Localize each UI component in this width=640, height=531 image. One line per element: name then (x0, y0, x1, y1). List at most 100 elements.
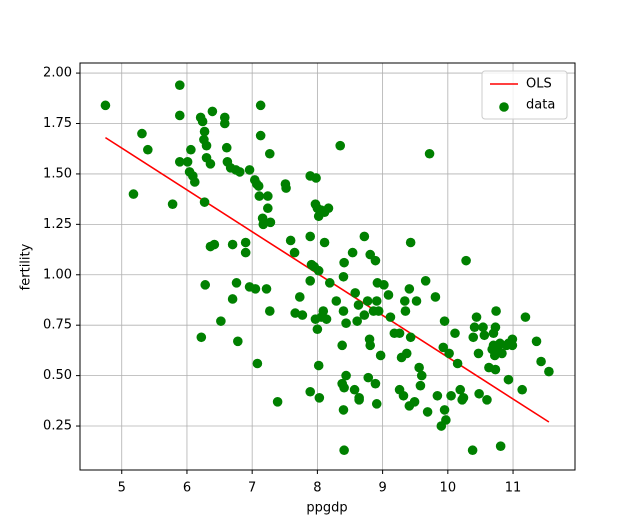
data-point (341, 318, 351, 328)
y-tick-label: 1.50 (43, 166, 72, 181)
data-point (128, 189, 139, 199)
x-tick-label: 8 (313, 481, 321, 496)
data-point (461, 255, 471, 266)
data-point (199, 126, 210, 137)
data-point (469, 322, 480, 333)
data-point (415, 380, 426, 391)
data-point (495, 441, 506, 452)
data-point (255, 100, 266, 111)
data-point (370, 378, 381, 389)
x-tick-label: 10 (440, 481, 457, 496)
data-point (491, 306, 501, 316)
y-tick-label: 2.00 (43, 66, 72, 81)
data-point (338, 405, 349, 415)
data-point (338, 271, 349, 282)
data-point (186, 144, 196, 155)
data-point (199, 197, 210, 207)
data-point (471, 312, 482, 322)
data-point (350, 288, 361, 298)
data-point (531, 336, 542, 347)
data-point (174, 110, 185, 121)
data-point (264, 306, 275, 316)
data-point (467, 445, 478, 456)
data-point (370, 255, 381, 266)
data-point (441, 415, 451, 425)
data-point (189, 177, 200, 187)
y-axis-label: fertility (19, 243, 34, 290)
data-point (362, 296, 373, 306)
data-point (347, 247, 358, 258)
legend-label: OLS (526, 77, 552, 92)
data-point (438, 342, 449, 353)
data-point (497, 348, 507, 359)
data-point (411, 296, 422, 306)
data-point (420, 276, 431, 286)
data-point (255, 130, 266, 141)
data-point (261, 284, 272, 294)
data-point (452, 358, 463, 369)
data-point (354, 395, 364, 405)
data-point (311, 173, 321, 183)
data-point (482, 395, 492, 405)
data-point (331, 296, 342, 306)
data-point (335, 140, 346, 151)
y-tick-label: 1.00 (43, 267, 72, 282)
data-point (323, 203, 334, 214)
data-point (337, 340, 347, 351)
data-point (422, 407, 433, 417)
data-point (305, 276, 316, 286)
data-point (359, 231, 370, 242)
data-point (473, 348, 484, 359)
data-point (337, 378, 347, 389)
data-point (352, 316, 362, 326)
data-point (455, 384, 466, 395)
data-point (197, 116, 208, 127)
data-point (365, 340, 376, 351)
data-point (503, 374, 514, 385)
data-point (174, 157, 185, 167)
data-point (458, 392, 469, 403)
data-point (359, 310, 370, 320)
data-point (544, 366, 554, 377)
data-point (379, 280, 389, 290)
data-point (216, 316, 226, 326)
data-point (297, 310, 308, 320)
data-point (468, 332, 479, 343)
x-tick-label: 9 (378, 481, 386, 496)
data-point (341, 370, 351, 381)
data-point (338, 306, 349, 316)
data-point (478, 322, 488, 333)
data-point (244, 165, 255, 175)
data-point (507, 340, 518, 351)
data-point (319, 237, 330, 248)
data-point (517, 384, 527, 395)
data-point (174, 80, 185, 90)
data-point (375, 350, 386, 361)
data-point (416, 370, 427, 381)
data-point (227, 294, 238, 304)
data-point (488, 328, 499, 339)
data-point (207, 106, 218, 117)
legend-label: data (526, 98, 555, 113)
data-point (263, 191, 273, 201)
data-point (234, 167, 245, 177)
data-point (400, 306, 411, 316)
data-point (219, 118, 230, 129)
data-point (349, 384, 360, 395)
data-point (221, 142, 232, 153)
data-point (430, 292, 441, 302)
data-point (263, 203, 273, 214)
data-point (324, 278, 335, 288)
axes-frame (79, 62, 576, 471)
data-point (312, 324, 323, 335)
data-point (399, 296, 410, 306)
data-point (285, 235, 296, 246)
data-point (313, 360, 324, 371)
y-tick-label: 0.25 (43, 419, 72, 434)
y-tick-label: 0.50 (43, 368, 72, 383)
y-tick-label: 1.75 (43, 116, 72, 131)
y-tick-label: 0.75 (43, 318, 72, 333)
x-tick-label: 7 (248, 481, 256, 496)
data-point (313, 265, 324, 276)
